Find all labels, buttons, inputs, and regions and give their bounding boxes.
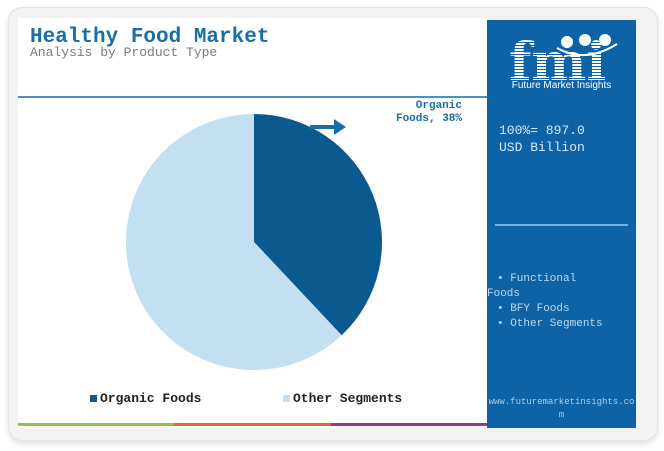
callout-line-2: Foods, 38% [395,113,462,125]
legend-swatch [90,395,97,402]
pie-slice-organic-foods [254,114,382,336]
header-divider [18,96,487,98]
pie-slice-other-segments [125,114,342,370]
bottom-color-bars [18,423,487,426]
callout-line-1: Organic [415,100,462,112]
website-url[interactable]: www.futuremarketinsights.com [488,397,635,420]
legend-item-organic-foods: Organic Foods [90,391,201,406]
segment-item: Foods [487,288,521,300]
arrow-right-icon [310,119,346,135]
info-sidebar: fmi Future Market Insights 100%= 897.0 U… [487,20,636,428]
segment-item: • BFY Foods [497,303,570,315]
legend-swatch [283,395,290,402]
brand-name: Future Market Insights [511,80,612,91]
segment-item: • Functional [497,273,577,285]
sidebar-divider [495,224,628,226]
fmi-logo-icon: fmi [509,32,618,93]
total-unit: USD Billion [499,140,585,155]
chart-subtitle: Analysis by Product Type [30,45,218,60]
chart-panel: Healthy Food Market Analysis by Product … [18,18,487,428]
total-value: 100%= 897.0 [499,123,585,138]
segment-item: • Other Segments [497,318,603,330]
legend-item-other-segments: Other Segments [283,391,402,406]
segment-list: • Functional Foods • BFY Foods • Other S… [487,272,603,332]
slice-callout: Organic Foods, 38% [368,100,462,126]
bar-green [18,423,175,426]
bar-purple [330,423,487,426]
pie-chart [125,114,382,370]
legend-label: Organic Foods [100,391,202,406]
market-total: 100%= 897.0 USD Billion [499,122,585,156]
legend-label: Other Segments [293,391,403,406]
chart-title: Healthy Food Market [30,26,270,49]
bar-orange [174,423,331,426]
